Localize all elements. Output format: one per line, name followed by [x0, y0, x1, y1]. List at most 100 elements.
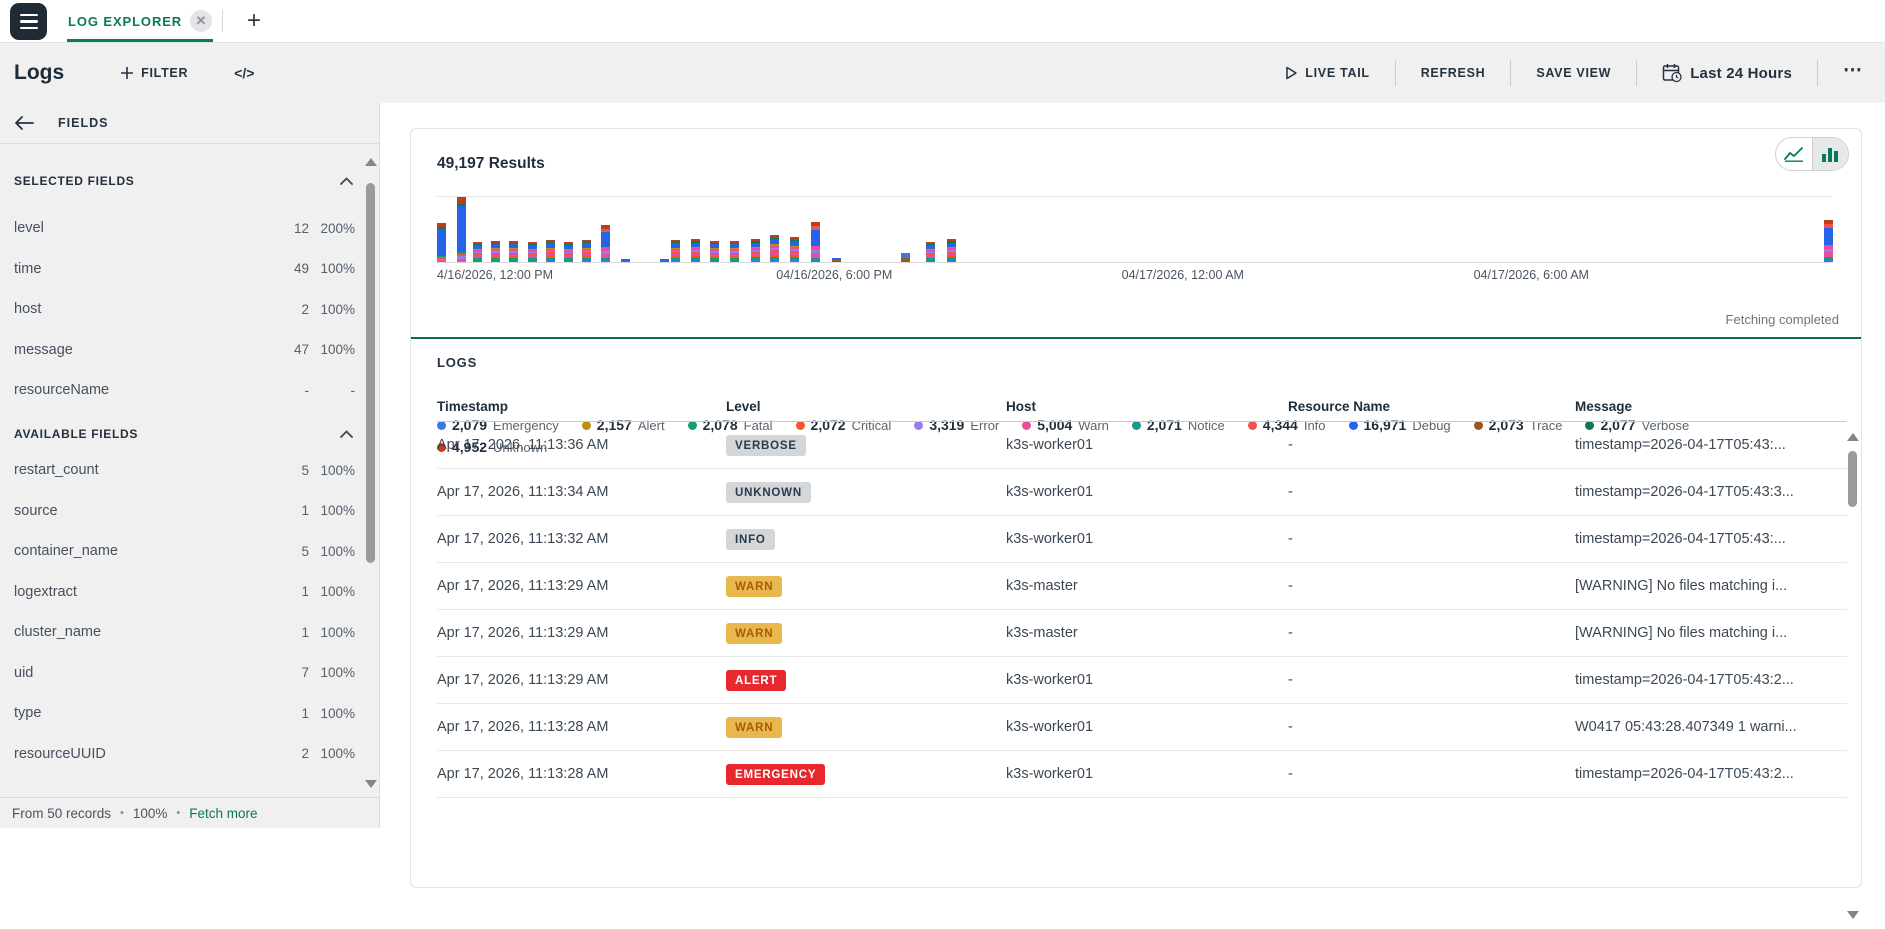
live-tail-button[interactable]: LIVE TAIL [1285, 66, 1369, 80]
results-count: 49,197 Results [437, 155, 545, 172]
log-table-row[interactable]: Apr 17, 2026, 11:13:28 AM EMERGENCY k3s-… [437, 751, 1847, 798]
field-name: container_name [14, 543, 118, 560]
toolbar: Logs FILTER </> LIVE TAIL REFRESH SAVE V… [0, 43, 1885, 103]
level-badge: WARN [726, 622, 783, 644]
field-row[interactable]: source 1 100% [14, 491, 355, 532]
tab-log-explorer[interactable]: LOG EXPLORER [68, 14, 183, 29]
field-percent: 100% [320, 746, 355, 762]
field-name: cluster_name [14, 624, 102, 641]
field-percent: 100% [320, 342, 355, 358]
log-resource-name: - [1288, 437, 1293, 453]
refresh-button[interactable]: REFRESH [1420, 66, 1486, 80]
legend-color-dot [914, 420, 924, 430]
field-count: - [304, 382, 310, 398]
field-row[interactable]: level 12 200% [14, 208, 355, 249]
field-name: host [14, 301, 42, 318]
scroll-up-icon[interactable] [1847, 433, 1859, 441]
log-host: k3s-worker01 [1006, 437, 1094, 453]
log-host: k3s-worker01 [1006, 719, 1094, 735]
log-timestamp: Apr 17, 2026, 11:13:29 AM [437, 625, 609, 641]
field-row[interactable]: message 47 100% [14, 330, 355, 371]
close-tab-icon[interactable]: ✕ [190, 10, 212, 32]
add-tab-button[interactable]: + [240, 7, 268, 35]
fetch-more-link[interactable]: Fetch more [189, 805, 258, 821]
fields-header: FIELDS [0, 103, 379, 144]
field-row[interactable]: cluster_name 1 100% [14, 612, 355, 653]
field-row[interactable]: host 2 100% [14, 289, 355, 330]
field-percent: 100% [320, 503, 355, 519]
field-name: uid [14, 664, 34, 681]
log-table-row[interactable]: Apr 17, 2026, 11:13:28 AM WARN k3s-worke… [437, 704, 1847, 751]
scroll-down-icon[interactable] [365, 780, 377, 788]
log-resource-name: - [1288, 484, 1293, 500]
legend-item[interactable]: 4,952 Unknown [437, 439, 547, 455]
logs-table-header: Timestamp Level Host Resource Name Message [437, 392, 1847, 422]
field-count: 5 [301, 462, 309, 478]
available-fields-section: AVAILABLE FIELDS restart_count 5 100% so… [14, 420, 355, 774]
field-percent: 100% [320, 261, 355, 277]
log-table-row[interactable]: Apr 17, 2026, 11:13:29 AM ALERT k3s-work… [437, 657, 1847, 704]
add-filter-button[interactable]: FILTER [120, 66, 188, 80]
field-count: 1 [301, 705, 309, 721]
field-row[interactable]: container_name 5 100% [14, 531, 355, 572]
field-row[interactable]: resourceName - - [14, 370, 355, 411]
x-axis-tick: 4/16/2026, 12:00 PM [437, 268, 554, 282]
log-table-row[interactable]: Apr 17, 2026, 11:13:32 AM INFO k3s-worke… [437, 516, 1847, 563]
field-percent: 100% [320, 462, 355, 478]
field-row[interactable]: logextract 1 100% [14, 572, 355, 613]
field-percent: 100% [320, 624, 355, 640]
records-percent: 100% [132, 805, 168, 821]
field-row[interactable]: uid 7 100% [14, 653, 355, 694]
selected-fields-header: SELECTED FIELDS [14, 167, 355, 195]
log-table-row[interactable]: Apr 17, 2026, 11:13:36 AM VERBOSE k3s-wo… [437, 422, 1847, 469]
field-row[interactable]: resourceUUID 2 100% [14, 734, 355, 775]
legend-count: 4,952 [452, 439, 488, 455]
plus-icon [120, 66, 134, 80]
log-host: k3s-worker01 [1006, 672, 1094, 688]
logs-section-title: LOGS [437, 355, 478, 370]
fields-title: FIELDS [58, 116, 109, 130]
field-count: 1 [301, 584, 309, 600]
log-message: timestamp=2026-04-17T05:43:... [1575, 531, 1786, 547]
field-name: time [14, 260, 42, 277]
dot-separator: • [120, 807, 124, 819]
scrollbar-thumb[interactable] [1848, 451, 1857, 507]
field-percent: 100% [320, 705, 355, 721]
more-options-button[interactable]: ⋯ [1843, 59, 1863, 88]
field-row[interactable]: restart_count 5 100% [14, 450, 355, 491]
chevron-up-icon[interactable] [340, 177, 353, 185]
log-resource-name: - [1288, 625, 1293, 641]
fields-sidebar: FIELDS SELECTED FIELDS level 12 200% tim… [0, 103, 380, 828]
results-card: 49,197 Results 4/16/2026, 12:00 PM 04/16/… [410, 128, 1862, 919]
log-table-row[interactable]: Apr 17, 2026, 11:13:29 AM WARN k3s-maste… [437, 563, 1847, 610]
log-table-row[interactable]: Apr 17, 2026, 11:13:29 AM WARN k3s-maste… [437, 610, 1847, 657]
save-view-button[interactable]: SAVE VIEW [1536, 66, 1612, 80]
log-host: k3s-master [1006, 578, 1078, 594]
back-arrow-icon[interactable] [14, 116, 34, 130]
field-count: 49 [293, 261, 309, 277]
logs-table: Timestamp Level Host Resource Name Message A… [437, 392, 1847, 798]
field-row[interactable]: time 49 100% [14, 249, 355, 290]
table-scrollbar[interactable] [1847, 429, 1859, 929]
histogram-chart[interactable] [437, 196, 1834, 263]
time-range-button[interactable]: Last 24 Hours [1662, 63, 1792, 83]
field-percent: 100% [320, 665, 355, 681]
field-percent: 100% [320, 301, 355, 317]
field-row[interactable]: type 1 100% [14, 693, 355, 734]
line-chart-button[interactable] [1776, 138, 1812, 170]
bar-chart-button[interactable] [1811, 138, 1848, 170]
scroll-up-icon[interactable] [365, 158, 377, 166]
field-count: 47 [293, 342, 309, 358]
scroll-down-icon[interactable] [1847, 911, 1859, 919]
log-resource-name: - [1288, 672, 1293, 688]
hamburger-menu-button[interactable] [10, 3, 47, 40]
code-query-button[interactable]: </> [234, 65, 254, 81]
field-count: 1 [301, 624, 309, 640]
x-axis-tick: 04/16/2026, 6:00 PM [776, 268, 893, 282]
log-timestamp: Apr 17, 2026, 11:13:28 AM [437, 766, 609, 782]
field-count: 7 [301, 665, 309, 681]
chevron-up-icon[interactable] [340, 430, 353, 438]
scrollbar-thumb[interactable] [366, 183, 375, 563]
log-table-row[interactable]: Apr 17, 2026, 11:13:34 AM UNKNOWN k3s-wo… [437, 469, 1847, 516]
sidebar-scrollbar[interactable] [365, 103, 377, 828]
